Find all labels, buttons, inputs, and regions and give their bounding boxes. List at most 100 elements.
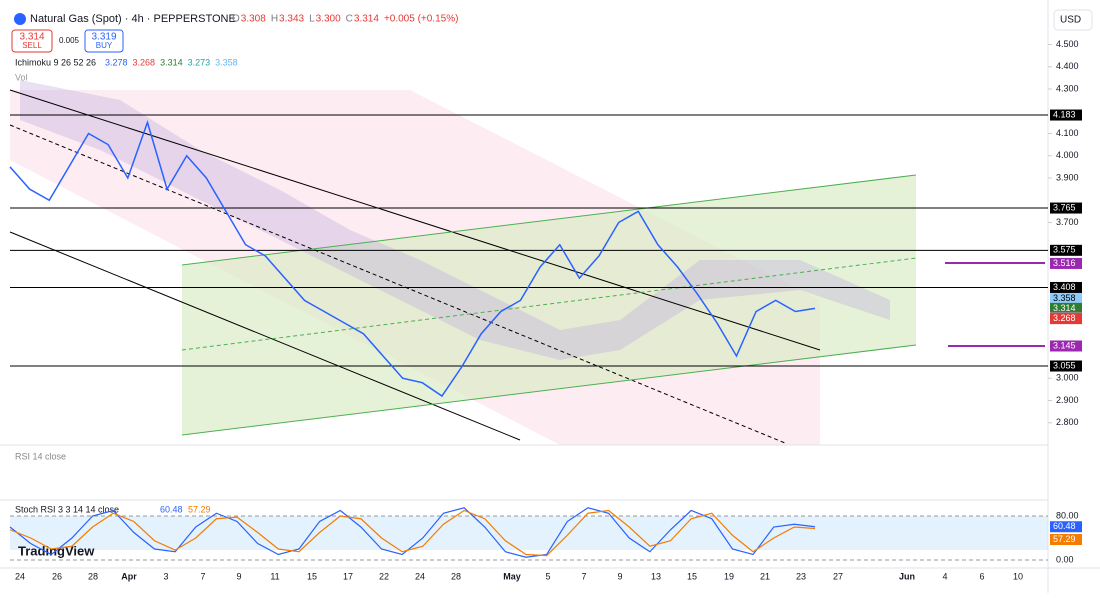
level-badge bbox=[1050, 109, 1082, 121]
ichimoku-value: 3.314 bbox=[160, 57, 183, 67]
channel-line bbox=[9, 231, 521, 441]
up-channel-fill bbox=[182, 175, 916, 435]
symbol-icon bbox=[14, 13, 26, 25]
date-label: May bbox=[503, 571, 521, 581]
vol-label: Vol bbox=[15, 72, 28, 82]
date-label: 23 bbox=[796, 571, 806, 581]
level-label: 3.268 bbox=[1053, 313, 1076, 323]
ichimoku-cloud bbox=[20, 80, 890, 360]
stoch-name: Stoch RSI 3 3 14 14 close bbox=[15, 504, 119, 514]
date-label: 5 bbox=[545, 571, 550, 581]
y-tick-label: 2.800 bbox=[1056, 417, 1079, 427]
date-label: 22 bbox=[379, 571, 389, 581]
date-label: 7 bbox=[200, 571, 205, 581]
buy-label: BUY bbox=[96, 41, 113, 50]
level-label: 3.516 bbox=[1053, 258, 1076, 268]
y-tick-label: 4.100 bbox=[1056, 128, 1079, 138]
ichimoku-value: 3.268 bbox=[133, 57, 156, 67]
channel-line bbox=[9, 89, 821, 351]
date-label: 24 bbox=[15, 571, 25, 581]
date-label: 28 bbox=[451, 571, 461, 581]
level-label: 3.145 bbox=[1053, 340, 1076, 350]
y-tick-label: 3.700 bbox=[1056, 217, 1079, 227]
ohlc-value: 3.314 bbox=[354, 14, 379, 25]
date-label: 24 bbox=[415, 571, 425, 581]
date-label: 6 bbox=[979, 571, 984, 581]
level-label: 3.314 bbox=[1053, 303, 1076, 313]
y-tick-label: 4.400 bbox=[1056, 61, 1079, 71]
level-badge bbox=[1050, 257, 1082, 269]
currency: USD bbox=[1060, 15, 1081, 26]
level-label: 4.183 bbox=[1053, 109, 1076, 119]
y-tick-label: 2.900 bbox=[1056, 395, 1079, 405]
level-label: 3.408 bbox=[1053, 282, 1076, 292]
level-badge bbox=[1050, 244, 1082, 256]
stoch-k bbox=[9, 507, 816, 558]
sell-button[interactable] bbox=[11, 29, 53, 53]
date-label: 13 bbox=[651, 571, 661, 581]
ichimoku-value: 3.278 bbox=[105, 57, 128, 67]
date-label: 21 bbox=[760, 571, 770, 581]
stoch-k-label: 60.48 bbox=[1053, 521, 1076, 531]
channel-mid bbox=[181, 257, 917, 351]
stoch-d bbox=[9, 509, 816, 557]
spread: 0.005 bbox=[59, 36, 80, 45]
stoch-tick-label: 0.00 bbox=[1056, 554, 1074, 564]
ohlc-value: 3.300 bbox=[316, 14, 341, 25]
level-label: 3.358 bbox=[1053, 293, 1076, 303]
date-label: 11 bbox=[270, 571, 279, 581]
stoch-k: 60.48 bbox=[160, 504, 183, 514]
y-tick-label: 4.300 bbox=[1056, 83, 1079, 93]
ohlc-value: 3.308 bbox=[241, 14, 266, 25]
stoch-k-badge bbox=[1050, 521, 1082, 533]
date-label: 9 bbox=[617, 571, 622, 581]
channel-line bbox=[181, 344, 917, 436]
level-badge bbox=[1050, 293, 1082, 305]
level-badge bbox=[1050, 360, 1082, 372]
ichimoku-name: Ichimoku 9 26 52 26 bbox=[15, 57, 96, 67]
ichimoku-value: 3.358 bbox=[215, 57, 238, 67]
date-label: 15 bbox=[307, 571, 317, 581]
date-label: 4 bbox=[942, 571, 947, 581]
date-label: Apr bbox=[121, 571, 137, 581]
level-badge bbox=[1050, 340, 1082, 352]
stoch-tick-label: 80.00 bbox=[1056, 510, 1079, 520]
currency-button[interactable] bbox=[1053, 9, 1093, 31]
buy-button[interactable] bbox=[84, 29, 124, 53]
level-badge bbox=[1050, 302, 1082, 314]
ohlc-key: C bbox=[346, 14, 353, 25]
level-label: 3.575 bbox=[1053, 245, 1076, 255]
date-label: 28 bbox=[88, 571, 98, 581]
level-label: 3.055 bbox=[1053, 360, 1076, 370]
y-tick-label: 4.500 bbox=[1056, 39, 1079, 49]
stoch-d-label: 57.29 bbox=[1053, 534, 1076, 544]
rsi-label: RSI 14 close bbox=[15, 451, 66, 461]
date-label: Jun bbox=[899, 571, 915, 581]
symbol: Natural Gas (Spot) · 4h · PEPPERSTONE bbox=[30, 13, 236, 25]
date-label: 3 bbox=[163, 571, 168, 581]
ohlc-key: L bbox=[309, 14, 315, 25]
date-label: 17 bbox=[343, 571, 353, 581]
price-line bbox=[9, 119, 816, 398]
date-label: 7 bbox=[581, 571, 586, 581]
buy-price: 3.319 bbox=[91, 32, 116, 43]
ohlc-key: O bbox=[232, 14, 240, 25]
date-label: 10 bbox=[1013, 571, 1023, 581]
level-badge bbox=[1050, 313, 1082, 325]
y-tick-label: 3.000 bbox=[1056, 373, 1079, 383]
stoch-d: 57.29 bbox=[188, 504, 211, 514]
date-label: 19 bbox=[724, 571, 734, 581]
date-label: 15 bbox=[687, 571, 697, 581]
level-badge bbox=[1050, 202, 1082, 214]
ohlc-value: 3.343 bbox=[279, 14, 304, 25]
date-label: 9 bbox=[236, 571, 241, 581]
level-badge bbox=[1050, 281, 1082, 293]
sell-price: 3.314 bbox=[19, 32, 44, 43]
ichimoku-value: 3.273 bbox=[188, 57, 211, 67]
y-tick-label: 3.900 bbox=[1056, 172, 1079, 182]
y-tick-label: 4.000 bbox=[1056, 150, 1079, 160]
stoch-d-badge bbox=[1050, 533, 1082, 545]
sell-label: SELL bbox=[22, 41, 42, 50]
